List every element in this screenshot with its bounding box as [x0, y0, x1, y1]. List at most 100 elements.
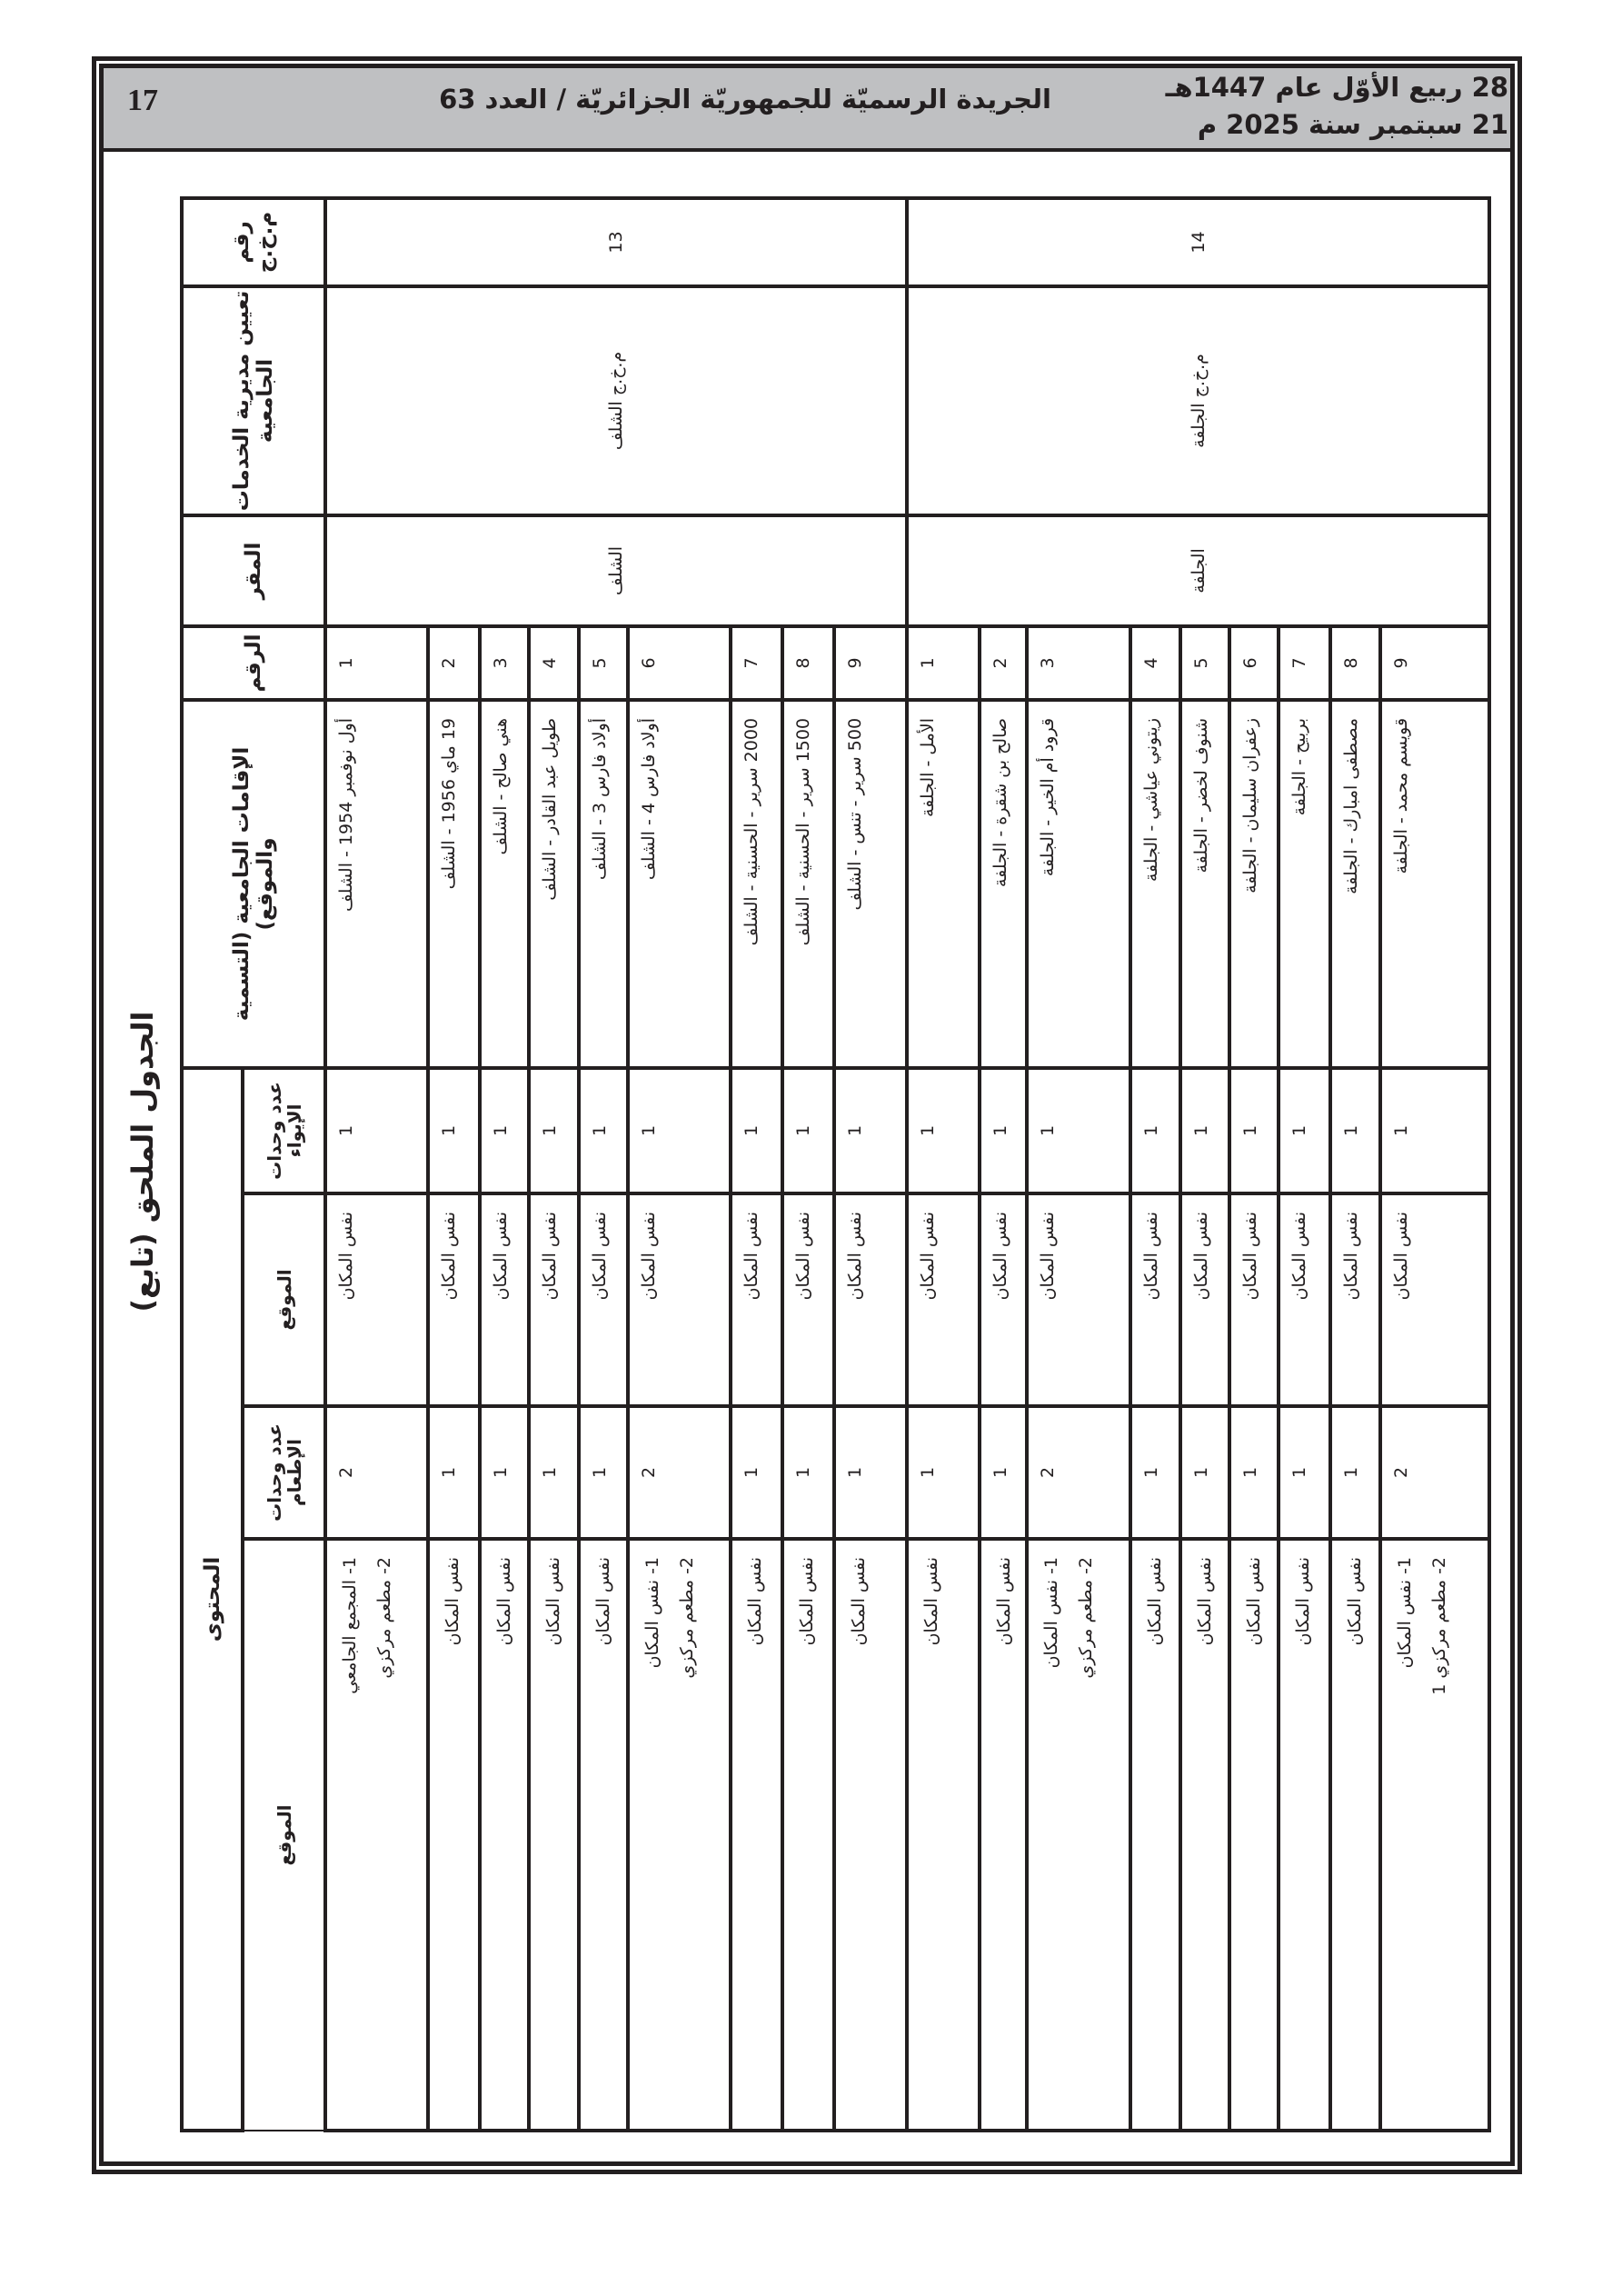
catering-units: 1 — [1130, 1405, 1180, 1539]
table-caption: الجدول الملحق (تابع) — [125, 1011, 160, 1313]
catering-units: 1 — [980, 1405, 1027, 1539]
lodging-site: نفس المكان — [1130, 1193, 1180, 1406]
residence-name: زيتوني عياشي - الجلفة — [1130, 699, 1180, 1068]
annex-table-rotated: رقم م.خ.ج تعيين مديرية الخدمات الجامعية … — [180, 197, 1489, 2132]
catering-site: نفس المكان — [980, 1538, 1027, 2131]
lodging-site: نفس المكان — [1229, 1193, 1279, 1406]
header-residence: الإقامات الجامعية (التسمية والموقع) — [182, 699, 325, 1068]
directorate-code: 14 — [907, 197, 1489, 286]
residence-number: 2 — [428, 625, 480, 700]
journal-header-band — [104, 68, 1510, 152]
residence-number: 5 — [1180, 625, 1229, 700]
residence-number: 4 — [529, 625, 579, 700]
catering-units: 1 — [907, 1405, 980, 1539]
residence-number: 8 — [782, 625, 834, 700]
residence-number: 9 — [834, 625, 907, 700]
lodging-site: نفس المكان — [782, 1193, 834, 1406]
catering-units: 2 — [1380, 1405, 1489, 1539]
lodging-site: نفس المكان — [529, 1193, 579, 1406]
lodging-site: نفس المكان — [1330, 1193, 1380, 1406]
catering-site: 1- نفس المكان 2- مطعم مركزي — [1027, 1538, 1130, 2131]
catering-units: 1 — [1279, 1405, 1330, 1539]
catering-site-line: نفس المكان — [593, 1556, 613, 1646]
catering-site: نفس المكان — [1180, 1538, 1229, 2131]
residence-name: الأمل - الجلفة — [907, 699, 980, 1068]
lodging-site: نفس المكان — [907, 1193, 980, 1406]
header-code: رقم م.خ.ج — [182, 197, 325, 286]
catering-site: نفس المكان — [1279, 1538, 1330, 2131]
catering-site-line: نفس المكان — [494, 1556, 514, 1646]
catering-site: نفس المكان — [1229, 1538, 1279, 2131]
lodging-site: نفس المكان — [1027, 1193, 1130, 1406]
catering-site: نفس المكان — [529, 1538, 579, 2131]
lodging-site: نفس المكان — [1279, 1193, 1330, 1406]
catering-units: 1 — [1330, 1405, 1380, 1539]
lodging-units: 1 — [1279, 1067, 1330, 1193]
catering-site: نفس المكان — [834, 1538, 907, 2131]
lodging-site: نفس المكان — [628, 1193, 731, 1406]
lodging-units: 1 — [731, 1067, 782, 1193]
residence-number: 8 — [1330, 625, 1380, 700]
lodging-site: نفس المكان — [834, 1193, 907, 1406]
catering-site: نفس المكان — [579, 1538, 628, 2131]
header-number: الرقم — [182, 625, 325, 700]
residence-name: قرود أم الخير - الجلفة — [1027, 699, 1130, 1068]
residence-name: مصطفى امبارك - الجلفة — [1330, 699, 1380, 1068]
header-lodging-units: عدد وحدات الإيواء — [243, 1067, 325, 1193]
header-seat: المقر — [182, 514, 325, 626]
catering-units: 2 — [628, 1405, 731, 1539]
lodging-units: 1 — [782, 1067, 834, 1193]
catering-site: نفس المكان — [731, 1538, 782, 2131]
annex-table: رقم م.خ.ج تعيين مديرية الخدمات الجامعية … — [180, 196, 1491, 2132]
residence-number: 3 — [1027, 625, 1130, 700]
residence-name: شنوف لخضر - الجلفة — [1180, 699, 1229, 1068]
catering-site-line: نفس المكان — [745, 1556, 765, 1646]
header-directorate: تعيين مديرية الخدمات الجامعية — [182, 285, 325, 515]
catering-site-line: نفس المكان — [1244, 1556, 1264, 1646]
residence-number: 5 — [579, 625, 628, 700]
lodging-site: نفس المكان — [1380, 1193, 1489, 1406]
lodging-site: نفس المكان — [1180, 1193, 1229, 1406]
catering-units: 1 — [1229, 1405, 1279, 1539]
lodging-units: 1 — [428, 1067, 480, 1193]
catering-site-line: نفس المكان — [994, 1556, 1014, 1646]
hijri-date: 28 ربيع الأوّل عام 1447هـ — [1165, 72, 1508, 103]
lodging-site: نفس المكان — [480, 1193, 529, 1406]
lodging-units: 1 — [628, 1067, 731, 1193]
residence-name: 19 ماي 1956 - الشلف — [428, 699, 480, 1068]
residence-name: 2000 سرير - الحسنية - الشلف — [731, 699, 782, 1068]
catering-site-line: 2- مطعم مركزي 1 — [1429, 1556, 1449, 1695]
lodging-units: 1 — [529, 1067, 579, 1193]
residence-number: 7 — [1279, 625, 1330, 700]
catering-site: نفس المكان — [428, 1538, 480, 2131]
catering-units: 1 — [1180, 1405, 1229, 1539]
catering-site: 1- نفس المكان 2- مطعم مركزي — [628, 1538, 731, 2131]
lodging-units: 1 — [579, 1067, 628, 1193]
catering-units: 1 — [731, 1405, 782, 1539]
residence-name: زعفران سليمان - الجلفة — [1229, 699, 1279, 1068]
catering-site-line: 2- مطعم مركزي — [677, 1556, 697, 1679]
residence-name: قويسم محمد - الجلفة — [1380, 699, 1489, 1068]
catering-units: 1 — [579, 1405, 628, 1539]
residence-number: 1 — [325, 625, 428, 700]
catering-site: نفس المكان — [1330, 1538, 1380, 2131]
catering-site-line: نفس المكان — [797, 1556, 817, 1646]
lodging-units: 1 — [834, 1067, 907, 1193]
lodging-site: نفس المكان — [428, 1193, 480, 1406]
gregorian-date: 21 سبتمبر سنة 2025 م — [1197, 109, 1508, 140]
catering-site-line: نفس المكان — [921, 1556, 941, 1646]
residence-number: 7 — [731, 625, 782, 700]
table-body: 13 م.خ.ج الشلف الشلف 1 أول نوفمبر 1954 - الش… — [325, 197, 1489, 2131]
residence-name: أولاد فارس 4 - الشلف — [628, 699, 731, 1068]
page-frame-inner — [99, 64, 1515, 2166]
catering-units: 2 — [325, 1405, 428, 1539]
residence-name: 1500 سرير - الحسنية - الشلف — [782, 699, 834, 1068]
directorate-seat: الجلفة — [907, 514, 1489, 626]
directorate-name: م.خ.ج الجلفة — [907, 285, 1489, 515]
catering-site-line: 2- مطعم مركزي — [1076, 1556, 1096, 1679]
catering-site: نفس المكان — [782, 1538, 834, 2131]
lodging-site: نفس المكان — [579, 1193, 628, 1406]
page-frame-outer — [92, 56, 1522, 2174]
catering-site-line: نفس المكان — [1345, 1556, 1365, 1646]
residence-number: 2 — [980, 625, 1027, 700]
